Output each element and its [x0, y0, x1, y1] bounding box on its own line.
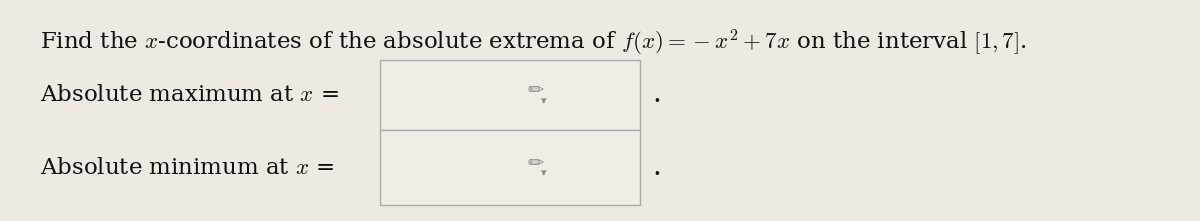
Bar: [380, 60, 640, 130]
Text: Absolute minimum at $x$ =: Absolute minimum at $x$ =: [40, 156, 335, 179]
Text: .: .: [652, 82, 661, 109]
Text: .: .: [652, 154, 661, 181]
Bar: [380, 130, 640, 205]
Text: ✏: ✏: [528, 82, 544, 101]
Text: ✏: ✏: [528, 154, 544, 173]
Text: ▾: ▾: [541, 168, 547, 179]
Text: Find the $x$-coordinates of the absolute extrema of $f(x) = -x^2 + 7x$ on the in: Find the $x$-coordinates of the absolute…: [40, 28, 1027, 58]
Text: Absolute maximum at $x$ =: Absolute maximum at $x$ =: [40, 84, 338, 106]
Text: ▾: ▾: [541, 96, 547, 106]
